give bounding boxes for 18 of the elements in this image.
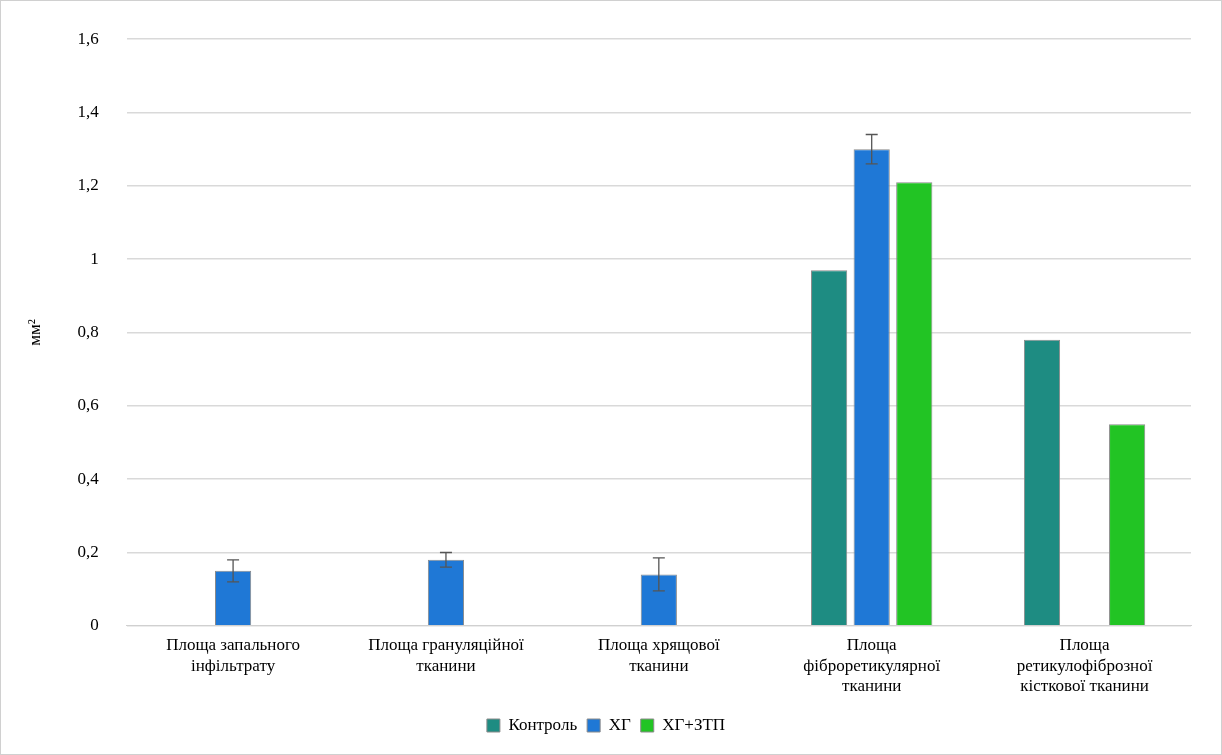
legend-label: ХГ xyxy=(608,714,631,734)
x-tick-label: Площа грануляційної тканини xyxy=(368,635,525,675)
y-tick-label: 0 xyxy=(90,615,99,635)
y-axis-title: мм² xyxy=(24,319,44,346)
x-tick-label: Площа ретикулофіброзної кісткової тканини xyxy=(1016,635,1153,696)
y-tick-label: 0,4 xyxy=(77,468,100,488)
y-tick-label: 0,6 xyxy=(77,395,99,415)
x-tick-label: Площа хрящової тканини xyxy=(597,635,720,675)
legend-label: ХГ+ЗТП xyxy=(662,714,726,734)
y-tick-label: 1,6 xyxy=(77,28,99,48)
y-tick-label: 1,4 xyxy=(77,101,100,121)
legend-label: Контроль xyxy=(508,714,578,734)
y-tick-label: 0,8 xyxy=(77,321,99,341)
y-tick-label: 1 xyxy=(90,248,99,268)
x-tick-label: Площа запального інфільтрату xyxy=(166,635,301,675)
y-tick-label: 0,2 xyxy=(77,541,99,561)
x-tick-label: Площа фіброретикулярної тканини xyxy=(803,635,941,696)
y-tick-label: 1,2 xyxy=(77,175,99,195)
